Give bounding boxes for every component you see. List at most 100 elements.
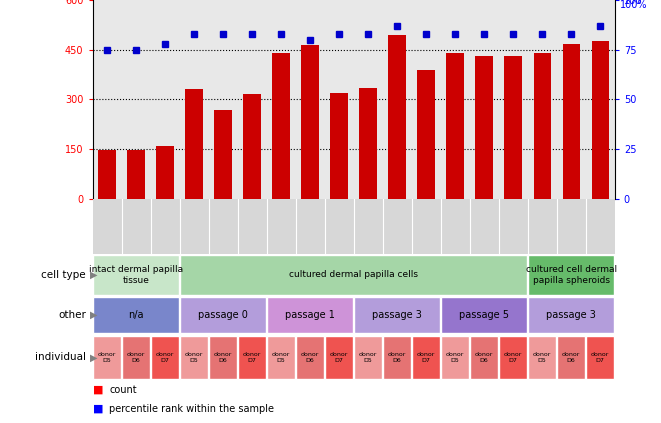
Bar — [527, 199, 557, 254]
Text: donor
D7: donor D7 — [330, 352, 348, 363]
Bar — [325, 335, 354, 379]
Bar — [533, 53, 551, 199]
Bar — [180, 335, 208, 379]
Bar — [185, 90, 203, 199]
Bar — [325, 199, 354, 254]
Bar — [93, 199, 122, 254]
Text: donor
D5: donor D5 — [446, 352, 465, 363]
Text: donor
D7: donor D7 — [591, 352, 609, 363]
Bar — [295, 199, 325, 254]
Bar — [209, 335, 237, 379]
Bar — [441, 199, 470, 254]
Text: other: other — [58, 310, 86, 320]
Text: donor
D6: donor D6 — [127, 352, 145, 363]
Text: donor
D6: donor D6 — [388, 352, 407, 363]
Bar — [243, 94, 261, 199]
Bar — [122, 335, 150, 379]
Bar — [128, 150, 145, 199]
Bar — [214, 110, 232, 199]
Text: ▶: ▶ — [90, 352, 97, 363]
Text: passage 5: passage 5 — [459, 310, 509, 320]
Text: passage 1: passage 1 — [285, 310, 335, 320]
Bar — [528, 255, 615, 295]
Bar — [383, 335, 411, 379]
Text: donor
D7: donor D7 — [156, 352, 175, 363]
Bar — [475, 56, 493, 199]
Bar — [354, 335, 382, 379]
Bar — [330, 93, 348, 199]
Bar — [504, 56, 522, 199]
Bar — [470, 199, 498, 254]
Bar — [237, 199, 266, 254]
Bar — [441, 297, 527, 333]
Bar — [389, 35, 406, 199]
Text: ▶: ▶ — [90, 270, 97, 280]
Text: cultured cell dermal
papilla spheroids: cultured cell dermal papilla spheroids — [525, 265, 617, 285]
Bar — [238, 335, 266, 379]
Text: ▶: ▶ — [90, 310, 97, 320]
Text: donor
D5: donor D5 — [359, 352, 377, 363]
Text: cultured dermal papilla cells: cultured dermal papilla cells — [289, 270, 418, 280]
Bar — [563, 44, 580, 199]
Bar — [418, 70, 435, 199]
Bar — [122, 199, 151, 254]
Bar — [557, 199, 586, 254]
Text: n/a: n/a — [128, 310, 144, 320]
Bar — [499, 335, 527, 379]
Text: ■: ■ — [93, 385, 103, 395]
Bar — [354, 199, 383, 254]
Text: donor
D6: donor D6 — [214, 352, 232, 363]
Text: passage 0: passage 0 — [198, 310, 248, 320]
Bar — [441, 335, 469, 379]
Bar — [296, 335, 325, 379]
Bar — [446, 53, 464, 199]
Bar — [98, 150, 116, 199]
Bar — [151, 199, 180, 254]
Text: intact dermal papilla
tissue: intact dermal papilla tissue — [89, 265, 183, 285]
Text: passage 3: passage 3 — [372, 310, 422, 320]
Bar — [151, 335, 179, 379]
Bar — [93, 255, 179, 295]
Bar — [157, 146, 174, 199]
Text: donor
D5: donor D5 — [272, 352, 290, 363]
Text: donor
D6: donor D6 — [475, 352, 493, 363]
Text: donor
D6: donor D6 — [301, 352, 319, 363]
Bar — [301, 45, 319, 199]
Bar — [412, 335, 440, 379]
Text: passage 3: passage 3 — [546, 310, 596, 320]
Bar — [266, 199, 295, 254]
Text: donor
D5: donor D5 — [185, 352, 204, 363]
Bar — [586, 335, 615, 379]
Text: donor
D5: donor D5 — [98, 352, 116, 363]
Text: cell type: cell type — [41, 270, 86, 280]
Text: 100%: 100% — [620, 0, 648, 10]
Text: ■: ■ — [93, 404, 103, 414]
Bar — [93, 297, 179, 333]
Bar — [360, 88, 377, 199]
Bar — [412, 199, 441, 254]
Text: donor
D5: donor D5 — [533, 352, 551, 363]
Text: individual: individual — [35, 352, 86, 363]
Bar — [592, 41, 609, 199]
Bar — [209, 199, 237, 254]
Bar — [470, 335, 498, 379]
Text: donor
D7: donor D7 — [417, 352, 436, 363]
Bar — [93, 335, 121, 379]
Text: donor
D7: donor D7 — [243, 352, 261, 363]
Bar — [586, 199, 615, 254]
Bar — [557, 335, 586, 379]
Bar — [180, 255, 527, 295]
Bar — [498, 199, 527, 254]
Bar — [528, 297, 615, 333]
Bar — [267, 297, 354, 333]
Bar — [180, 199, 209, 254]
Text: donor
D7: donor D7 — [504, 352, 522, 363]
Bar — [180, 297, 266, 333]
Bar — [267, 335, 295, 379]
Text: donor
D6: donor D6 — [562, 352, 580, 363]
Text: count: count — [109, 385, 137, 395]
Bar — [272, 53, 290, 199]
Bar — [383, 199, 412, 254]
Bar — [528, 335, 557, 379]
Bar — [354, 297, 440, 333]
